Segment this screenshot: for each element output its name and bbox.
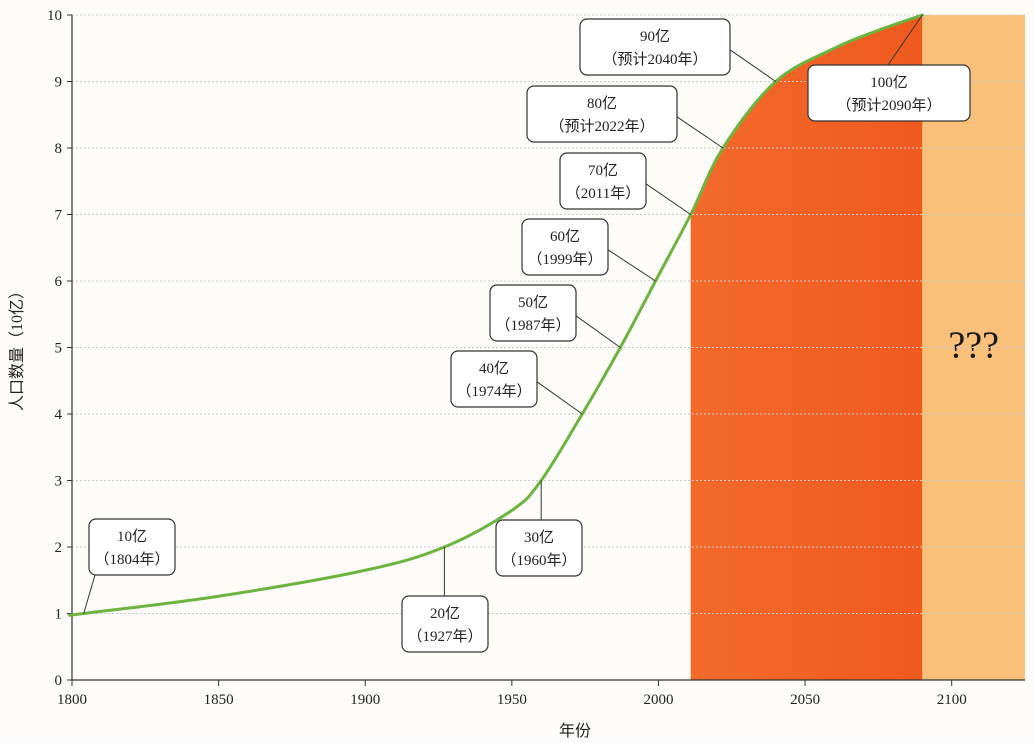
series-layer [67, 13, 924, 617]
annotation-1987: 50亿 （1987年） [489, 284, 621, 348]
y-tick-label: 5 [55, 341, 63, 357]
y-tick-label: 8 [55, 141, 63, 157]
annotation-leader [645, 183, 691, 215]
x-tick-label: 1950 [497, 692, 527, 708]
annotation-value: 90亿 [640, 28, 670, 45]
unknown-future-label: ??? [948, 324, 999, 366]
gridlines [72, 14, 1025, 614]
annotation-1960: 30亿 （1960年） [495, 480, 583, 577]
x-tick-label: 2050 [790, 692, 820, 708]
annotation-2011: 70亿 （2011年） [559, 152, 691, 215]
population-line [67, 13, 924, 617]
annotation-1804: 10亿 （1804年） [83, 518, 176, 614]
annotation-value: 20亿 [430, 605, 460, 622]
y-tick-label: 3 [55, 474, 63, 490]
annotations: 10亿 （1804年） 20亿 （1927年） 30亿 （1960年） 40亿 （1974年）… [83, 14, 971, 653]
annotation-value: 60亿 [550, 228, 580, 245]
x-tick-label: 2000 [643, 692, 673, 708]
annotation-year: （1999年） [527, 251, 602, 268]
annotation-year: （1927年） [407, 628, 482, 645]
annotation-box [450, 350, 538, 408]
y-tick-label: 9 [55, 75, 63, 91]
annotation-1999: 60亿 （1999年） [521, 218, 656, 282]
x-tick-label: 1900 [350, 692, 380, 708]
annotation-value: 100亿 [870, 74, 908, 91]
annotation-box [88, 518, 176, 576]
annotation-box [521, 218, 609, 276]
axis-labels: 年份 人口数量（10亿） [8, 283, 591, 740]
annotation-box [559, 152, 647, 210]
annotation-1974: 40亿 （1974年） [450, 350, 583, 415]
axes: 0 1 2 3 4 5 6 7 8 9 10 1800 1850 1900 1950 2000 2050 2100 [47, 8, 1025, 708]
annotation-2040: 90亿 （预计2040年） [579, 18, 777, 82]
annotation-value: 50亿 [518, 294, 548, 311]
y-tick-label: 1 [55, 607, 63, 623]
x-tick-label: 1850 [204, 692, 234, 708]
annotation-year: （1974年） [456, 383, 531, 400]
annotation-box [579, 18, 731, 76]
annotation-value: 10亿 [117, 528, 147, 545]
y-tick-label: 7 [55, 208, 63, 224]
annotation-value: 30亿 [524, 529, 554, 546]
annotation-leader [536, 381, 583, 415]
annotation-year: （1987年） [495, 317, 570, 334]
annotation-1927: 20亿 （1927年） [401, 547, 489, 653]
y-tick-label: 4 [55, 407, 63, 423]
annotation-value: 40亿 [479, 360, 509, 377]
x-axis-title: 年份 [559, 722, 591, 740]
y-tick-label: 0 [55, 673, 63, 689]
annotation-leader [729, 49, 777, 82]
annotation-box [495, 519, 583, 577]
annotation-2022: 80亿 （预计2022年） [526, 85, 724, 149]
annotation-value: 70亿 [588, 162, 618, 179]
annotation-value: 80亿 [587, 95, 617, 112]
annotation-leader [607, 249, 656, 282]
annotation-leader [575, 315, 621, 348]
y-tick-label: 10 [47, 8, 62, 24]
annotation-year: （2011年） [566, 185, 640, 202]
annotation-year: （预计2022年） [549, 118, 654, 135]
x-tick-label: 1800 [57, 692, 87, 708]
annotation-leader [887, 14, 923, 66]
annotation-box [489, 284, 577, 342]
annotation-2090: 100亿 （预计2090年） [807, 14, 971, 122]
annotation-leader [676, 116, 724, 149]
annotation-year: （1960年） [501, 552, 576, 569]
annotation-year: （预计2040年） [602, 51, 707, 68]
annotation-leader [83, 574, 96, 614]
annotation-year: （预计2090年） [836, 97, 941, 114]
annotation-box [526, 85, 678, 143]
y-axis-title: 人口数量（10亿） [8, 283, 26, 411]
annotation-box [807, 64, 971, 122]
x-tick-label: 2100 [937, 692, 967, 708]
y-tick-label: 6 [55, 274, 63, 290]
y-tick-label: 2 [55, 540, 63, 556]
annotation-box [401, 595, 489, 653]
annotation-year: （1804年） [94, 551, 169, 568]
projection-area-0 [690, 15, 923, 680]
